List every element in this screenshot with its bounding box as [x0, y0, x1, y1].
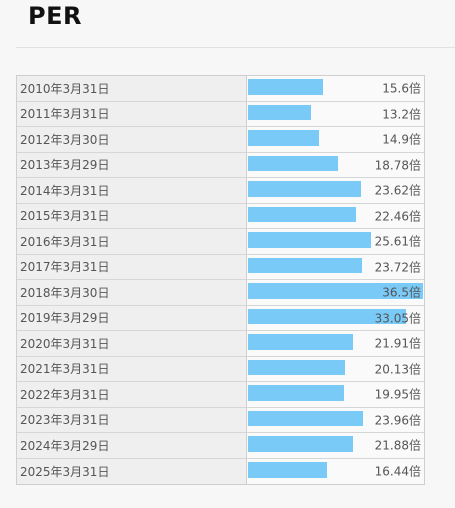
- per-value-label: 16.44倍: [374, 464, 421, 479]
- value-cell: 15.6倍: [247, 76, 424, 101]
- title-divider: [16, 47, 455, 48]
- per-bar: [248, 385, 344, 401]
- date-label: 2025年3月31日: [17, 458, 247, 484]
- per-bar: [248, 206, 356, 222]
- date-label: 2012年3月30日: [17, 127, 247, 152]
- per-value-label: 20.13倍: [374, 362, 421, 377]
- table-row: 2013年3月29日 18.78倍: [17, 152, 424, 178]
- per-value-label: 33.05倍: [374, 311, 421, 326]
- date-label: 2013年3月29日: [17, 152, 247, 177]
- value-cell: 23.62倍: [247, 178, 424, 203]
- value-cell: 14.9倍: [247, 127, 424, 152]
- table-row: 2020年3月31日 21.91倍: [17, 331, 424, 357]
- value-cell: 23.72倍: [247, 254, 424, 279]
- table-row: 2015年3月31日 22.46倍: [17, 203, 424, 229]
- date-label: 2022年3月31日: [17, 382, 247, 407]
- per-bar: [248, 334, 353, 350]
- date-label: 2018年3月30日: [17, 280, 247, 305]
- per-value-label: 14.9倍: [382, 132, 421, 147]
- per-value-label: 21.91倍: [374, 336, 421, 351]
- per-value-label: 21.88倍: [374, 438, 421, 453]
- table-row: 2022年3月31日 19.95倍: [17, 382, 424, 408]
- per-bar: [248, 436, 353, 452]
- date-label: 2021年3月31日: [17, 356, 247, 381]
- per-value-label: 23.96倍: [374, 413, 421, 428]
- page-title: PER: [28, 2, 82, 30]
- value-cell: 33.05倍: [247, 305, 424, 330]
- table-row: 2021年3月31日 20.13倍: [17, 356, 424, 382]
- table-row: 2017年3月31日 23.72倍: [17, 254, 424, 280]
- per-value-label: 23.72倍: [374, 260, 421, 275]
- value-cell: 21.88倍: [247, 433, 424, 458]
- per-bar: [248, 308, 406, 324]
- per-bar: [248, 410, 363, 426]
- value-cell: 25.61倍: [247, 229, 424, 254]
- table-row: 2011年3月31日 13.2倍: [17, 101, 424, 127]
- table-row: 2025年3月31日 16.44倍: [17, 458, 424, 484]
- date-label: 2010年3月31日: [17, 76, 247, 101]
- per-bar: [248, 130, 319, 146]
- table-row: 2018年3月30日 36.5倍: [17, 280, 424, 306]
- date-label: 2015年3月31日: [17, 203, 247, 228]
- date-label: 2016年3月31日: [17, 229, 247, 254]
- value-cell: 23.96倍: [247, 407, 424, 432]
- per-bar: [248, 155, 338, 171]
- value-cell: 36.5倍: [247, 280, 424, 305]
- table-row: 2019年3月29日 33.05倍: [17, 305, 424, 331]
- per-bar: [248, 461, 327, 478]
- date-label: 2017年3月31日: [17, 254, 247, 279]
- per-value-label: 15.6倍: [382, 81, 421, 96]
- per-value-label: 18.78倍: [374, 158, 421, 173]
- per-value-label: 13.2倍: [382, 107, 421, 122]
- per-value-label: 23.62倍: [374, 183, 421, 198]
- per-value-label: 25.61倍: [374, 234, 421, 249]
- table-row: 2012年3月30日 14.9倍: [17, 127, 424, 153]
- per-bar: [248, 257, 362, 273]
- table-row: 2014年3月31日 23.62倍: [17, 178, 424, 204]
- date-label: 2019年3月29日: [17, 305, 247, 330]
- value-cell: 19.95倍: [247, 382, 424, 407]
- per-bar: [248, 232, 371, 248]
- table-row: 2024年3月29日 21.88倍: [17, 433, 424, 459]
- value-cell: 18.78倍: [247, 152, 424, 177]
- date-label: 2020年3月31日: [17, 331, 247, 356]
- value-cell: 22.46倍: [247, 203, 424, 228]
- per-value-label: 19.95倍: [374, 387, 421, 402]
- table-row: 2023年3月31日 23.96倍: [17, 407, 424, 433]
- per-bar: [248, 359, 345, 375]
- value-cell: 21.91倍: [247, 331, 424, 356]
- per-bar: [248, 104, 311, 120]
- date-label: 2024年3月29日: [17, 433, 247, 458]
- per-value-label: 22.46倍: [374, 209, 421, 224]
- per-bar-table: 2010年3月31日 15.6倍 2011年3月31日 13.2倍 2012年3月30日…: [16, 75, 425, 485]
- value-cell: 16.44倍: [247, 458, 424, 484]
- per-bar: [248, 283, 423, 299]
- value-cell: 13.2倍: [247, 101, 424, 126]
- table-row: 2016年3月31日 25.61倍: [17, 229, 424, 255]
- table-row: 2010年3月31日 15.6倍: [17, 76, 424, 102]
- per-bar: [248, 79, 323, 95]
- date-label: 2011年3月31日: [17, 101, 247, 126]
- per-value-label: 36.5倍: [382, 285, 421, 300]
- per-bar: [248, 181, 361, 197]
- date-label: 2023年3月31日: [17, 407, 247, 432]
- value-cell: 20.13倍: [247, 356, 424, 381]
- date-label: 2014年3月31日: [17, 178, 247, 203]
